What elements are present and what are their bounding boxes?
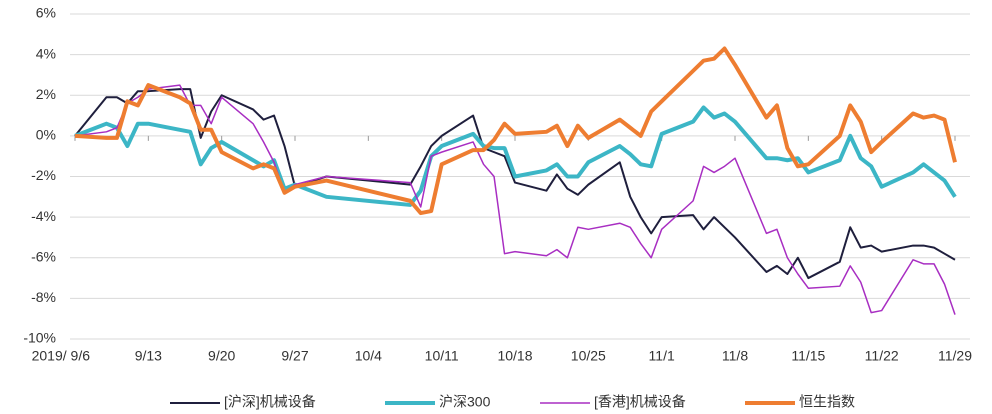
- x-tick-label: 11/8: [722, 348, 748, 364]
- x-tick-label: 11/22: [865, 348, 899, 364]
- legend-label: [沪深]机械设备: [224, 394, 316, 410]
- x-tick-label: 10/11: [425, 348, 459, 364]
- y-tick-label: 4%: [36, 45, 56, 61]
- x-tick-label: 9/20: [208, 348, 235, 364]
- series-line: [74, 46, 957, 216]
- y-tick-label: -10%: [23, 330, 56, 346]
- y-tick-label: 2%: [36, 86, 56, 102]
- y-tick-label: 0%: [36, 127, 56, 143]
- x-tick-label: 11/15: [791, 348, 825, 364]
- y-tick-label: -4%: [31, 208, 56, 224]
- legend-label: 恒生指数: [799, 394, 855, 410]
- legend-label: 沪深300: [439, 394, 491, 410]
- x-tick-label: 2019/ 9/6: [32, 348, 91, 364]
- legend-label: [香港]机械设备: [594, 394, 686, 410]
- x-tick-label: 11/1: [649, 348, 675, 364]
- x-tick-label: 9/27: [281, 348, 308, 364]
- y-tick-label: -8%: [31, 289, 56, 305]
- y-tick-label: 6%: [36, 5, 56, 21]
- x-tick-label: 10/18: [497, 348, 532, 364]
- y-tick-label: -2%: [31, 167, 56, 183]
- series-line: [74, 105, 957, 207]
- series-line: [74, 88, 956, 280]
- x-tick-label: 10/4: [355, 348, 382, 364]
- x-tick-label: 10/25: [571, 348, 606, 364]
- x-tick-label: 9/13: [135, 348, 162, 364]
- y-tick-label: -6%: [31, 248, 56, 264]
- x-tick-label: 11/29: [938, 348, 972, 364]
- series-line: [74, 84, 956, 315]
